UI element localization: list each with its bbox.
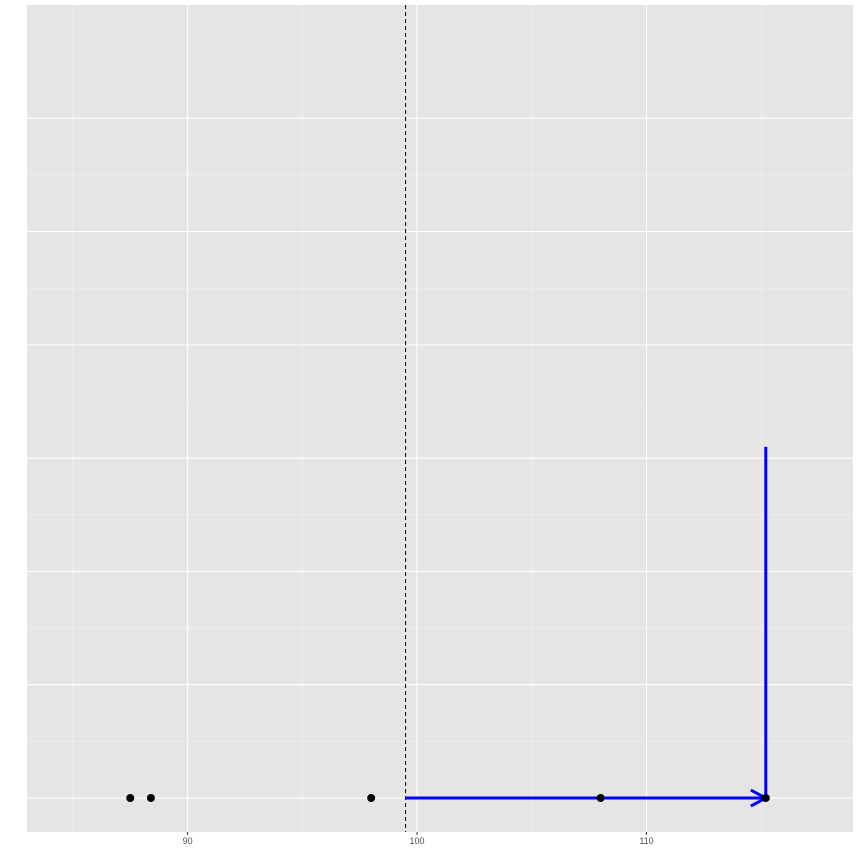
x-tick-label: 110 bbox=[639, 836, 653, 846]
x-axis: 90 100 110 bbox=[183, 832, 654, 846]
data-point bbox=[761, 794, 770, 803]
x-tick-label: 100 bbox=[410, 836, 425, 846]
data-point bbox=[596, 794, 605, 803]
data-points bbox=[126, 794, 770, 803]
x-tick-label: 90 bbox=[183, 836, 193, 846]
data-point bbox=[367, 794, 376, 803]
gridlines bbox=[27, 5, 853, 832]
data-point bbox=[146, 794, 155, 803]
data-point bbox=[126, 794, 135, 803]
plot-panel bbox=[27, 5, 853, 832]
